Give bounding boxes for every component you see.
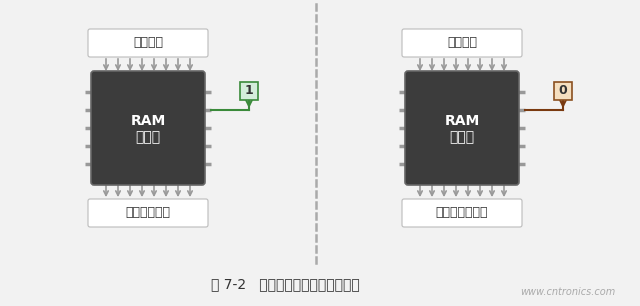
Text: RAM: RAM [444,114,479,128]
Text: www.cntronics.com: www.cntronics.com [520,287,616,297]
Text: 单元的新数据: 单元的新数据 [125,207,170,219]
FancyBboxPatch shape [240,82,258,100]
Text: 1: 1 [244,84,253,98]
Text: 0: 0 [559,84,568,98]
FancyBboxPatch shape [402,199,522,227]
FancyBboxPatch shape [91,71,205,185]
FancyBboxPatch shape [554,82,572,100]
Text: 读模式: 读模式 [449,130,475,144]
FancyBboxPatch shape [405,71,519,185]
FancyBboxPatch shape [88,199,208,227]
Text: 单元的当前数据: 单元的当前数据 [436,207,488,219]
FancyBboxPatch shape [402,29,522,57]
FancyBboxPatch shape [88,29,208,57]
Text: 单元地址: 单元地址 [447,36,477,50]
Text: 单元地址: 单元地址 [133,36,163,50]
Text: 图 7-2   存储器包括读模式与写模式: 图 7-2 存储器包括读模式与写模式 [211,277,360,291]
Text: 写模式: 写模式 [136,130,161,144]
Text: RAM: RAM [131,114,166,128]
